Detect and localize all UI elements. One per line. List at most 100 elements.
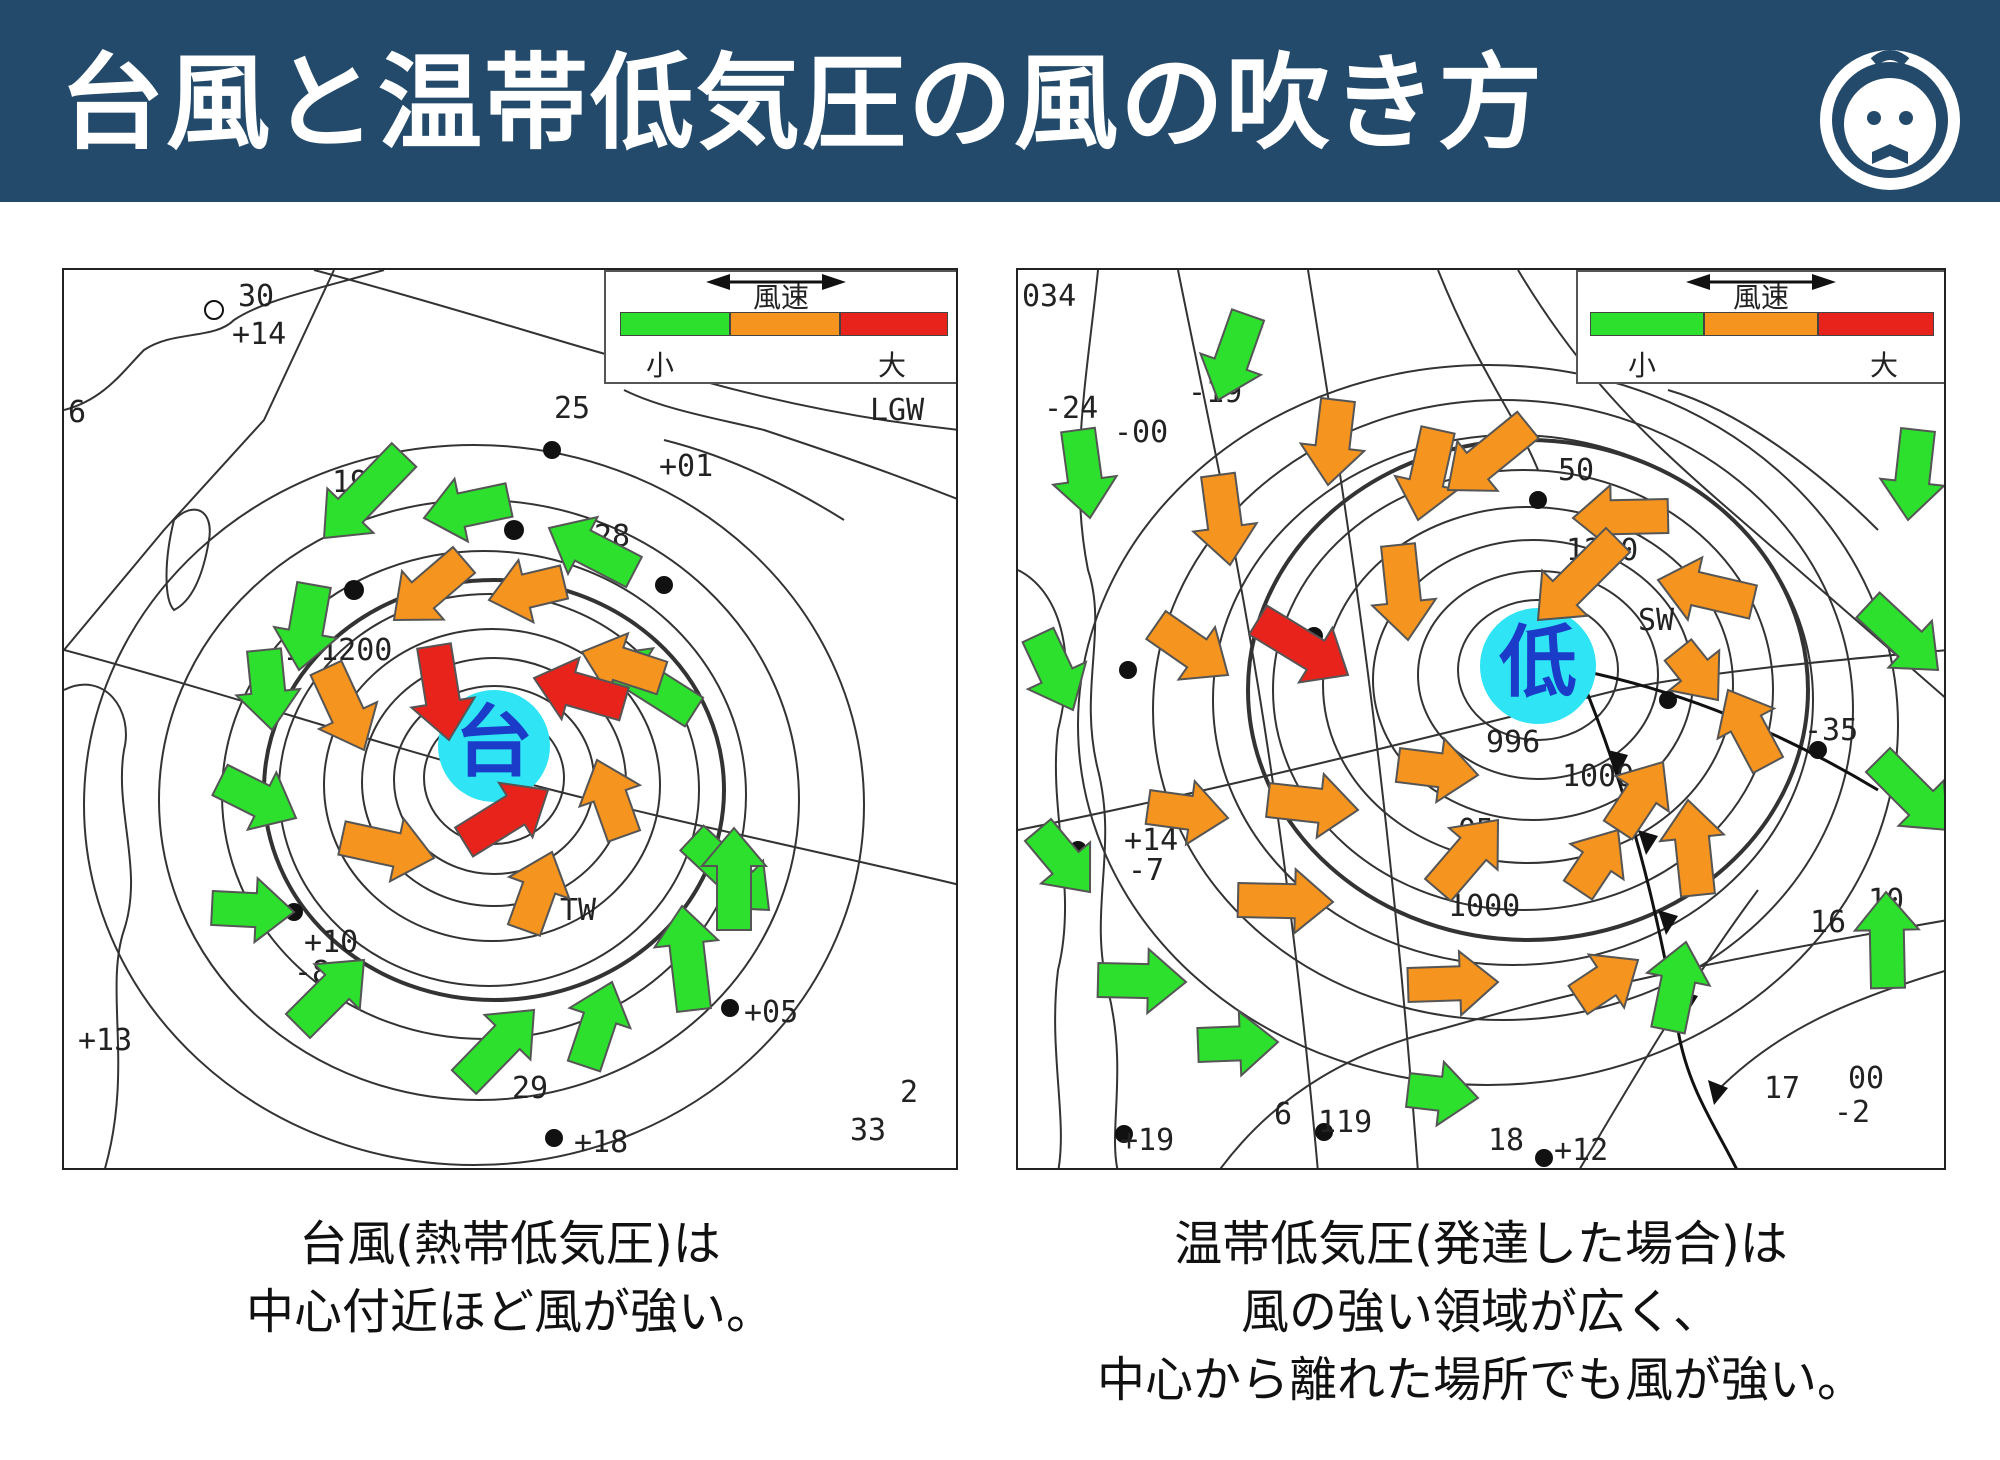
wind-arrow-strong	[409, 642, 477, 742]
map-label: SW	[1638, 603, 1675, 638]
wind-arrow-weak	[272, 580, 340, 672]
typhoon-wind-map: 25 LGW 190 +01 6 181200 TW +10 -8 +05 +1…	[62, 268, 958, 1170]
legend-strong	[1818, 312, 1934, 336]
map-label: -35	[1804, 713, 1858, 748]
typhoon-center	[438, 690, 550, 802]
page-title: 台風と温帯低気圧の風の吹き方	[60, 42, 1545, 164]
map-label: -24	[1044, 391, 1098, 426]
map-label: 119	[1318, 1105, 1372, 1140]
header-bar: 台風と温帯低気圧の風の吹き方	[0, 0, 2000, 202]
wind-arrow-weak	[1096, 946, 1188, 1016]
wind-arrow-weak	[210, 875, 296, 945]
map-label: +12	[1554, 1133, 1608, 1168]
map-label: -2	[1834, 1095, 1870, 1130]
map-label: 50	[1558, 453, 1594, 488]
wind-arrow-weak	[1852, 890, 1921, 990]
map-label: 996	[1486, 725, 1540, 760]
wind-arrow-medium	[1536, 526, 1632, 622]
caption-line: 中心から離れた場所でも風が強い。	[1096, 1352, 1865, 1408]
wind-arrow-weak	[1196, 1009, 1280, 1078]
wind-arrow-medium	[1236, 867, 1335, 936]
caption-line: 温帯低気圧(発達した場合)は	[1174, 1216, 1788, 1272]
legend-large-label: 大	[1870, 349, 1899, 382]
wind-arrow-medium	[1144, 778, 1230, 847]
wind-arrow-weak	[699, 826, 769, 931]
map-label: 00	[1848, 1061, 1884, 1096]
wind-arrow-weak	[1021, 626, 1088, 712]
wind-arrow-medium	[1716, 688, 1785, 775]
legend-weak	[1590, 312, 1704, 336]
wind-arrow-medium	[1567, 953, 1640, 1016]
wind-speed-legend: 風速 小 大	[604, 270, 956, 384]
wind-arrow-medium	[1406, 949, 1500, 1018]
map-label: +18	[574, 1125, 628, 1160]
typhoon-weather-chart: 25 LGW 190 +01 6 181200 TW +10 -8 +05 +1…	[64, 270, 956, 1168]
wind-arrow-medium	[1656, 555, 1759, 623]
wind-arrow-medium	[577, 758, 643, 843]
map-label: -00	[1114, 415, 1168, 450]
map-label: 1000	[1448, 889, 1520, 924]
legend-small-label: 小	[1628, 349, 1657, 382]
legend-medium	[730, 312, 840, 336]
wind-arrow-medium	[1602, 760, 1670, 841]
wind-arrow-medium	[1265, 771, 1360, 840]
caption-line: 台風(熱帯低気圧)は	[299, 1216, 721, 1272]
wind-arrow-weak	[1404, 1059, 1480, 1128]
wind-arrows	[1021, 308, 1944, 1128]
map-label: +19	[1120, 1123, 1174, 1158]
wind-arrows	[210, 441, 771, 1096]
map-label: 33	[850, 1113, 886, 1148]
wind-arrow-weak	[450, 1008, 536, 1096]
legend-title: 風速	[1732, 281, 1789, 314]
wind-arrow-weak	[566, 980, 633, 1073]
wind-arrow-medium	[1144, 609, 1230, 681]
wind-arrow-weak	[211, 763, 298, 832]
map-label: 6	[68, 395, 86, 430]
legend-medium	[1704, 312, 1818, 336]
typhoon-center-label: 台	[454, 698, 533, 788]
wind-arrow-medium	[1658, 798, 1727, 898]
wind-arrow-weak	[322, 441, 418, 540]
map-label: 29	[512, 1071, 548, 1106]
wind-arrow-weak	[422, 476, 514, 544]
wind-arrow-medium	[1394, 736, 1480, 805]
character-face-icon	[1820, 50, 1960, 190]
map-label: +14	[1124, 823, 1178, 858]
map-label: +01	[659, 449, 713, 484]
wind-arrow-weak	[652, 904, 721, 1014]
wind-arrow-medium	[392, 545, 477, 622]
legend-strong	[840, 312, 948, 336]
wind-arrow-medium	[506, 850, 571, 938]
double-headed-arrow-icon	[706, 274, 846, 290]
map-label: LGW	[870, 393, 925, 428]
map-label: +05	[744, 995, 798, 1030]
cyclone-caption: 温帯低気圧(発達した場合)は 風の強い領域が広く、 中心から離れた場所でも風が強…	[1016, 1210, 1946, 1414]
map-label: 6	[1274, 1097, 1292, 1132]
wind-arrow-strong	[1247, 604, 1350, 684]
cyclone-weather-chart: 034 -19 -00 -24 50 1200 SW -35 1000 05 9…	[1018, 270, 1944, 1168]
map-label: TW	[560, 893, 597, 928]
legend-large-label: 大	[878, 349, 907, 382]
extratropical-cyclone-wind-map: 034 -19 -00 -24 50 1200 SW -35 1000 05 9…	[1016, 268, 1946, 1170]
map-label: +13	[78, 1023, 132, 1058]
caption-line: 風の強い領域が広く、	[1240, 1284, 1721, 1340]
wind-arrow-weak	[547, 515, 644, 589]
wind-arrow-medium	[487, 557, 570, 625]
map-label: +14	[232, 317, 286, 352]
wind-arrow-medium	[309, 659, 379, 752]
wind-speed-legend: 風速 小 大	[1576, 270, 1944, 384]
legend-weak	[620, 312, 730, 336]
map-label: 2	[900, 1075, 918, 1110]
wind-arrow-weak	[1855, 591, 1940, 672]
wind-arrow-medium	[1446, 410, 1541, 492]
map-label: 17	[1764, 1071, 1800, 1106]
wind-arrow-medium	[1423, 818, 1500, 903]
wind-arrow-medium	[1663, 637, 1721, 702]
wind-arrow-medium	[1393, 425, 1460, 522]
legend-small-label: 小	[646, 349, 675, 382]
wind-arrow-weak	[1864, 746, 1944, 832]
wind-arrow-weak	[1878, 427, 1944, 522]
wind-arrow-medium	[1369, 542, 1438, 642]
wind-arrow-weak	[1198, 308, 1266, 402]
cyclone-center	[1480, 608, 1596, 724]
